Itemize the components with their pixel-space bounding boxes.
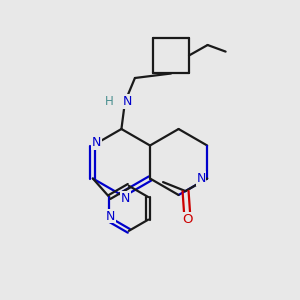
Text: N: N [106, 209, 116, 223]
Text: N: N [123, 95, 132, 108]
Text: H: H [104, 95, 113, 108]
Text: O: O [182, 213, 192, 226]
Text: N: N [121, 191, 130, 205]
Text: N: N [196, 172, 206, 185]
Text: N: N [92, 136, 101, 149]
